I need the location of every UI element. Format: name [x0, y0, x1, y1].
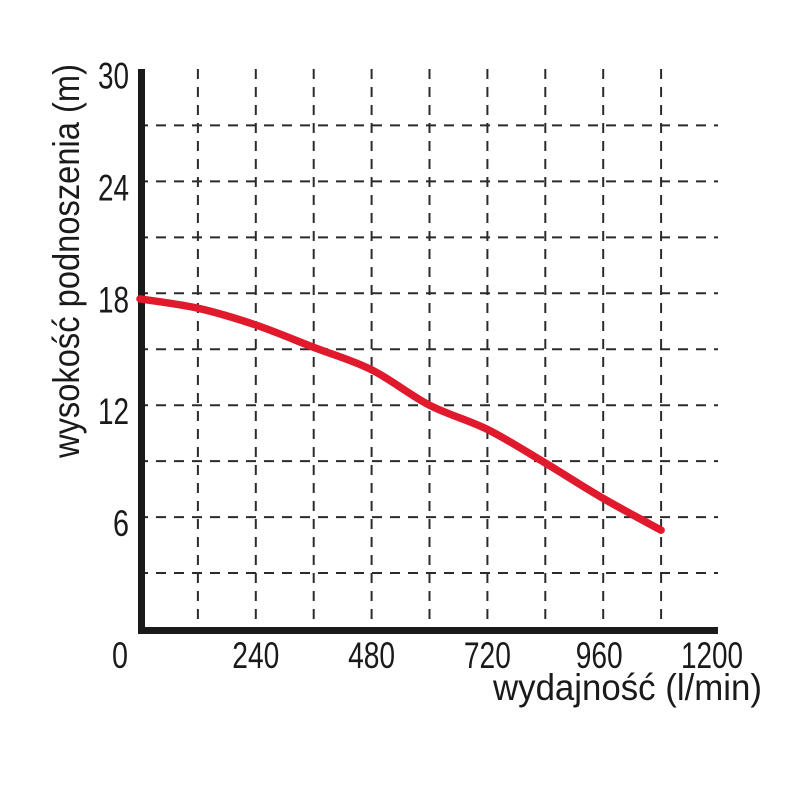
- tick-labels: 0 240 480 720 960 1200 6 12 18 24 30: [98, 56, 743, 677]
- grid-lines: [138, 69, 718, 629]
- y-tick-label-24: 24: [98, 167, 129, 208]
- x-tick-label-0: 0: [112, 635, 128, 676]
- y-tick-label-18: 18: [98, 279, 129, 320]
- y-axis-title: wysokość podnoszenia (m): [46, 64, 87, 459]
- x-tick-label-960: 960: [576, 635, 623, 676]
- axis-lines: [138, 69, 718, 634]
- axes: [138, 69, 718, 634]
- x-tick-label-720: 720: [464, 635, 511, 676]
- x-tick-label-240: 240: [232, 635, 279, 676]
- curve-series: [136, 295, 665, 534]
- x-tick-label-1200: 1200: [681, 635, 743, 676]
- y-tick-label-12: 12: [98, 391, 129, 432]
- pump-head-curve: [136, 295, 665, 534]
- y-tick-label-6: 6: [113, 503, 129, 544]
- y-tick-label-30: 30: [98, 56, 129, 97]
- x-axis-title: wydajność (l/min): [492, 667, 762, 708]
- x-tick-label-480: 480: [348, 635, 395, 676]
